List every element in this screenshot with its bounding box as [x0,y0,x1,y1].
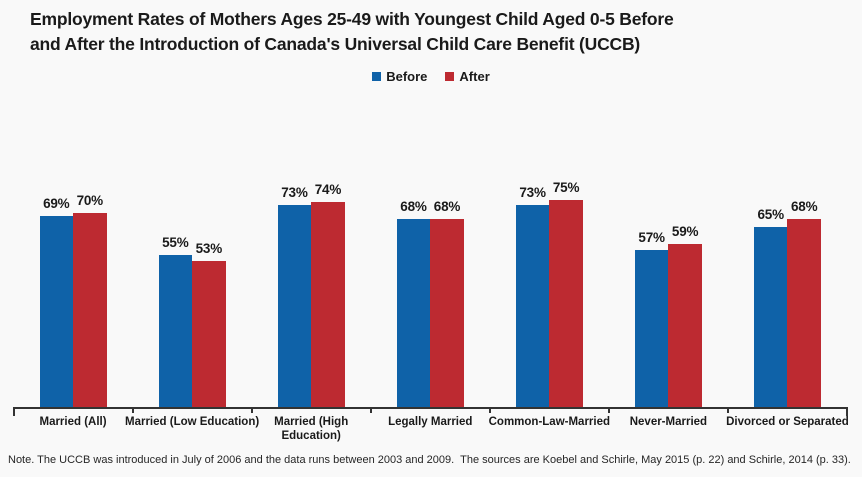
bar-value-label: 69% [43,196,70,211]
chart-title-line1: Employment Rates of Mothers Ages 25-49 w… [30,9,674,29]
bar-value-label: 55% [162,235,189,250]
category-label: Legally Married [388,416,473,428]
bar-value-label: 57% [638,230,665,245]
bar-after [311,202,345,408]
category-label: Married (Low Education) [125,416,260,428]
legend: Before After [0,69,862,84]
legend-swatch-after [445,72,455,81]
bar-before [39,216,74,408]
legend-swatch-before [372,72,382,81]
bar-after [787,219,821,408]
bar-value-label: 68% [400,199,427,214]
bar-after [73,213,107,408]
bar-value-label: 53% [195,241,223,256]
bar-before [634,250,669,408]
x-axis-tick [607,406,610,413]
x-axis-tick [846,406,848,416]
chart-title: Employment Rates of Mothers Ages 25-49 w… [30,7,674,57]
category-label: Married (High Education) [274,416,349,442]
category-label: Married (All) [39,416,107,428]
x-axis-tick [369,406,372,413]
legend-label: Before [386,69,428,84]
x-axis-line [13,406,847,409]
x-axis-tick [12,406,15,416]
bar-value-label: 74% [314,182,342,197]
bar-value-label: 65% [757,207,784,222]
category-label: Never-Married [629,416,708,428]
bar-after [192,261,226,408]
legend-label: After [459,69,490,84]
bar-after [668,244,702,408]
bar-after [430,219,464,408]
bar-before [515,205,550,408]
x-axis-tick [488,406,491,413]
category-label: Common-Law-Married [488,416,611,428]
chart-title-line2: and After the Introduction of Canada's U… [30,34,641,54]
bar-value-label: 59% [671,224,699,239]
bar-value-label: 70% [76,193,104,208]
x-axis-tick [250,406,253,413]
x-axis-tick [131,406,134,413]
x-axis-tick [726,406,729,413]
bar-value-label: 68% [790,199,818,214]
bar-value-label: 75% [552,180,580,195]
bar-before [753,227,788,408]
bar-value-label: 73% [519,185,546,200]
bar-value-label: 73% [281,185,308,200]
bar-value-label: 68% [433,199,461,214]
bar-before [277,205,312,408]
legend-item-before: Before [372,69,427,84]
source-note: Note. The UCCB was introduced in July of… [8,454,851,466]
bar-after [549,200,583,408]
category-label: Divorced or Separated [726,416,849,428]
bar-before [396,219,431,408]
legend-item-after: After [445,69,490,84]
bar-before [158,255,193,408]
